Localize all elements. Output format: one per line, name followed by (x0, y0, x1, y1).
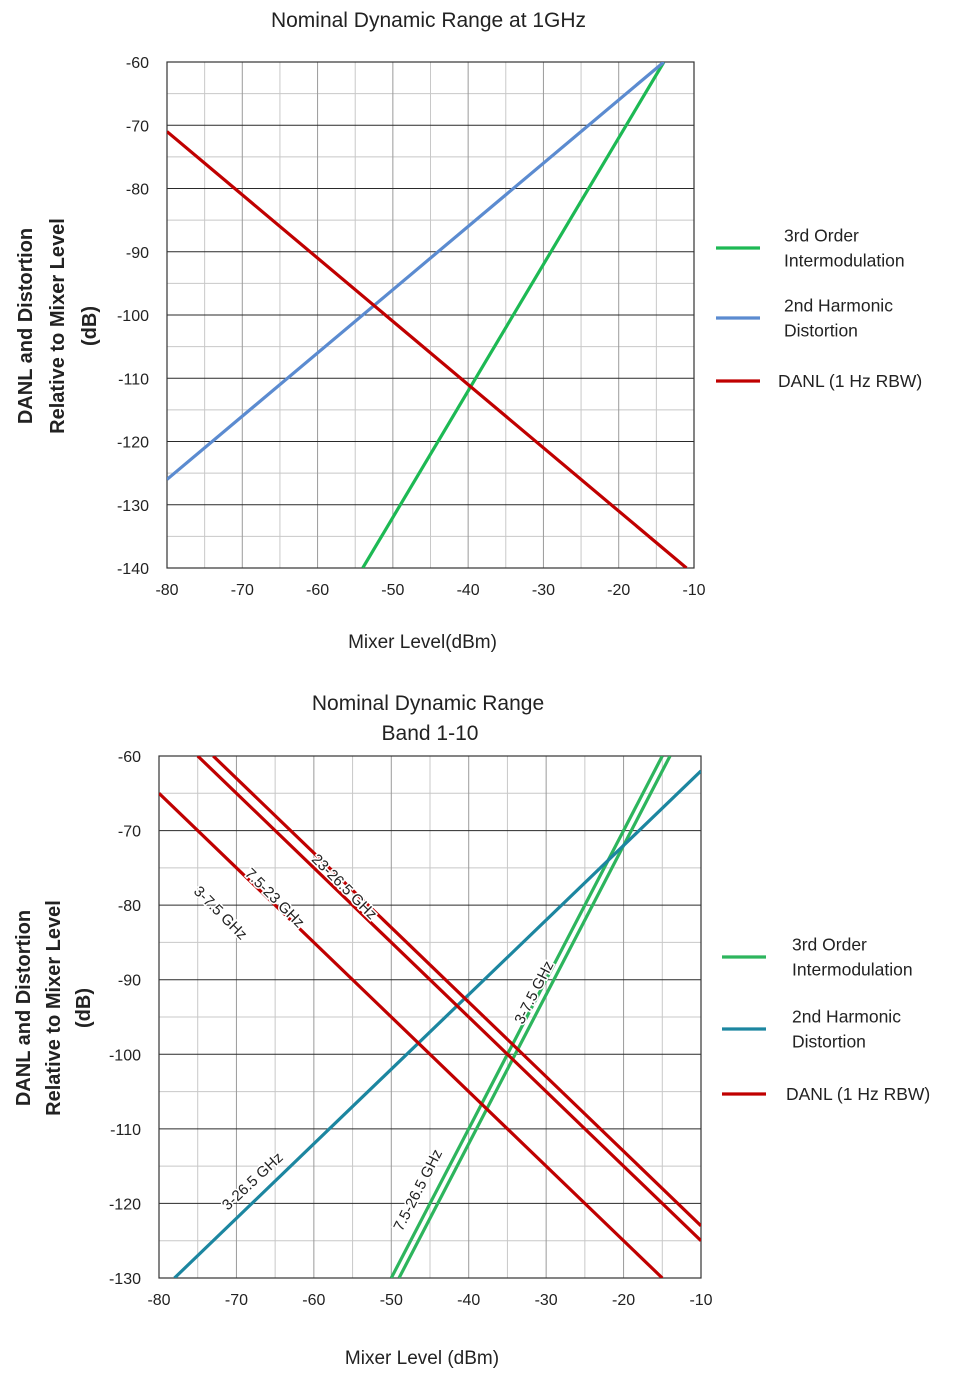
x-tick-label: -40 (457, 1292, 480, 1309)
y-tick-label: -100 (117, 308, 149, 325)
series-group (167, 62, 688, 568)
legend-label: 2nd Harmonic (784, 296, 893, 316)
series-line-6 (212, 756, 701, 1227)
legend-label: Intermodulation (792, 960, 913, 980)
x-axis-label: Mixer Level(dBm) (348, 632, 497, 653)
series-line-2 (167, 62, 665, 481)
x-tick-label: -50 (381, 582, 404, 599)
legend-label: Distortion (792, 1032, 866, 1052)
chart-subtitle: Band 1-10 (382, 722, 479, 745)
y-tick-label: -120 (109, 1196, 141, 1213)
y-tick-label: -80 (126, 182, 149, 199)
y-axis-label: (dB) (79, 306, 101, 346)
x-tick-label: -10 (689, 1292, 712, 1309)
y-tick-label: -90 (118, 973, 141, 990)
y-tick-label: -110 (118, 371, 149, 388)
x-tick-label: -50 (380, 1292, 403, 1309)
chart-1: -80 -70 -60 -50 -40 -30 -20 -10 -60 -70 -80 -90 -100… (15, 9, 922, 653)
y-axis-label: Relative to Mixer Level (47, 218, 69, 434)
series-line-5 (196, 756, 701, 1242)
x-tick-label: -40 (457, 582, 480, 599)
plot-frame (166, 61, 695, 569)
x-tick-label: -70 (231, 582, 254, 599)
legend-label: 2nd Harmonic (792, 1007, 901, 1027)
legend-label: Distortion (784, 321, 858, 341)
x-tick-label: -30 (535, 1292, 558, 1309)
x-tick-label: -20 (607, 582, 630, 599)
legend: 3rd Order Intermodulation 2nd Harmonic Dist… (716, 226, 922, 391)
x-tick-label: -70 (225, 1292, 248, 1309)
x-tick-label: -80 (147, 1292, 170, 1309)
legend: 3rd Order Intermodulation 2nd Harmonic Dist… (722, 935, 930, 1104)
legend-label: Intermodulation (784, 251, 905, 271)
y-tick-label: -60 (118, 749, 141, 766)
series-group (159, 756, 701, 1278)
line-annotation: 23-26.5 GHz (308, 851, 380, 923)
y-tick-label: -70 (126, 118, 149, 135)
y-axis-label: DANL and Distortion (15, 228, 37, 424)
series-line-1 (389, 756, 664, 1278)
legend-label: DANL (1 Hz RBW) (778, 371, 922, 391)
x-tick-label: -10 (682, 582, 705, 599)
y-tick-label: -80 (118, 898, 141, 915)
y-tick-label: -60 (126, 55, 149, 72)
y-axis-label: Relative to Mixer Level (43, 900, 65, 1116)
line-annotation: 7.5-23 GHz (241, 865, 307, 931)
x-tick-label: -30 (532, 582, 555, 599)
chart-title: Nominal Dynamic Range at 1GHz (271, 9, 586, 32)
legend-label: 3rd Order (792, 935, 867, 955)
series-line-3 (173, 769, 701, 1278)
chart-title: Nominal Dynamic Range (312, 692, 544, 715)
plot-frame (158, 755, 702, 1279)
chart-2: -80 -70 -60 -50 -40 -30 -20 -10 -60 -70 -80 -90 -100… (13, 692, 930, 1369)
x-axis-label: Mixer Level (dBm) (345, 1348, 499, 1369)
legend-label: 3rd Order (784, 226, 859, 246)
y-axis-label: (dB) (73, 988, 95, 1028)
y-tick-label: -110 (110, 1122, 141, 1139)
series-line-3 (167, 130, 688, 568)
y-tick-label: -70 (118, 824, 141, 841)
x-tick-label: -20 (612, 1292, 635, 1309)
x-tick-label: -80 (155, 582, 178, 599)
series-line-4 (159, 792, 664, 1278)
y-tick-label: -100 (109, 1047, 141, 1064)
line-annotation: 3-7.5 GHz (190, 883, 250, 943)
y-tick-label: -90 (126, 245, 149, 262)
x-tick-label: -60 (302, 1292, 325, 1309)
x-tick-label: -60 (306, 582, 329, 599)
series-line-1 (361, 62, 666, 568)
y-axis-label: DANL and Distortion (13, 910, 35, 1106)
grid (166, 61, 695, 569)
y-tick-label: -130 (117, 498, 149, 515)
y-tick-label: -120 (117, 435, 149, 452)
legend-label: DANL (1 Hz RBW) (786, 1084, 930, 1104)
y-tick-label: -130 (109, 1271, 141, 1288)
y-tick-label: -140 (117, 561, 149, 578)
